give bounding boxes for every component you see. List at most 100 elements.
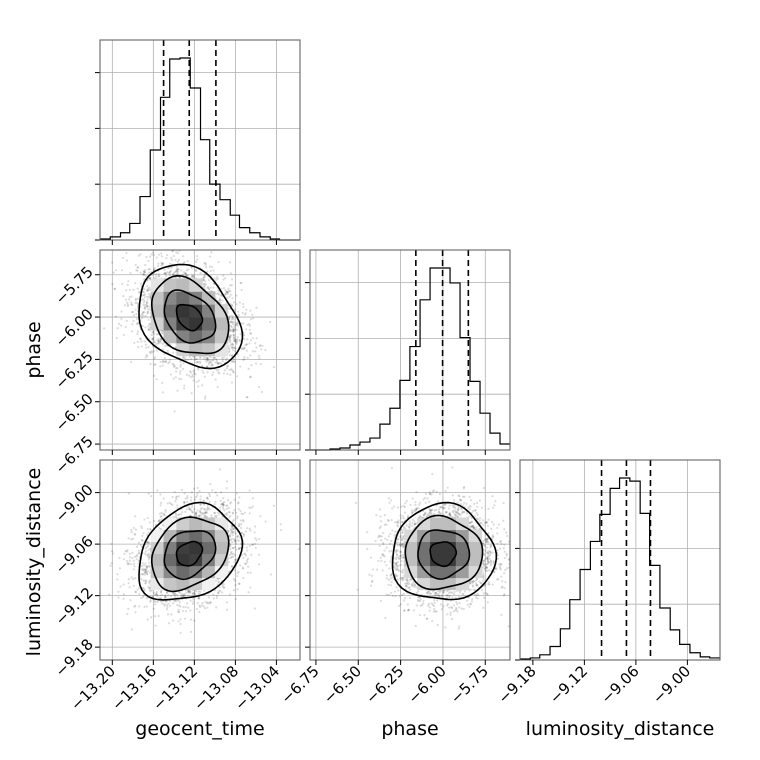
sample-point bbox=[189, 507, 192, 510]
sample-point bbox=[223, 509, 226, 512]
sample-point bbox=[139, 337, 142, 340]
sample-point bbox=[179, 370, 182, 373]
sample-point bbox=[206, 286, 210, 289]
sample-point bbox=[141, 562, 144, 565]
sample-point bbox=[230, 354, 234, 357]
sample-point bbox=[218, 586, 221, 589]
sample-point bbox=[147, 268, 150, 271]
sample-point bbox=[117, 590, 120, 593]
sample-point bbox=[164, 600, 167, 603]
sample-point bbox=[194, 355, 197, 358]
sample-point bbox=[206, 606, 209, 609]
sample-point bbox=[228, 261, 232, 264]
sample-point bbox=[209, 361, 212, 364]
sample-point bbox=[160, 261, 163, 264]
sample-point bbox=[239, 365, 242, 368]
sample-point bbox=[215, 278, 218, 282]
sample-point bbox=[240, 531, 244, 535]
sample-point bbox=[242, 567, 245, 570]
sample-point bbox=[141, 273, 145, 276]
sample-point bbox=[224, 277, 227, 280]
sample-point bbox=[142, 303, 145, 306]
sample-point bbox=[228, 335, 231, 338]
sample-point bbox=[231, 565, 234, 568]
sample-point bbox=[215, 606, 218, 609]
sample-point bbox=[145, 295, 149, 298]
sample-point bbox=[164, 344, 167, 348]
sample-point bbox=[199, 605, 202, 609]
sample-point bbox=[162, 361, 165, 364]
sample-point bbox=[228, 338, 231, 341]
sample-point bbox=[159, 337, 162, 341]
sample-point bbox=[144, 343, 147, 346]
sample-point bbox=[151, 337, 154, 340]
sample-point bbox=[227, 510, 231, 514]
sample-point bbox=[148, 271, 151, 274]
sample-point bbox=[148, 581, 151, 584]
sample-point bbox=[143, 518, 146, 521]
sample-point bbox=[132, 568, 135, 571]
sample-point bbox=[231, 315, 235, 319]
sample-point bbox=[232, 328, 235, 331]
sample-point bbox=[148, 571, 152, 574]
sample-point bbox=[231, 343, 235, 346]
sample-point bbox=[236, 535, 239, 538]
sample-point bbox=[249, 318, 253, 321]
sample-point bbox=[235, 341, 238, 344]
sample-point bbox=[130, 528, 133, 532]
sample-point bbox=[205, 511, 209, 514]
sample-point bbox=[158, 518, 162, 521]
sample-point bbox=[208, 500, 211, 503]
sample-point bbox=[217, 362, 220, 365]
sample-point bbox=[194, 593, 197, 596]
sample-point bbox=[195, 590, 198, 593]
sample-point bbox=[144, 314, 147, 318]
sample-point bbox=[258, 344, 261, 348]
sample-point bbox=[249, 376, 252, 379]
sample-point bbox=[239, 332, 242, 336]
sample-point bbox=[141, 294, 144, 297]
sample-point bbox=[176, 389, 179, 392]
sample-point bbox=[145, 567, 148, 570]
sample-point bbox=[165, 604, 169, 607]
sample-point bbox=[220, 362, 223, 365]
sample-point bbox=[230, 317, 234, 321]
sample-point bbox=[173, 490, 176, 494]
sample-point bbox=[187, 268, 190, 271]
sample-point bbox=[142, 532, 145, 535]
sample-point bbox=[233, 327, 236, 330]
sample-point bbox=[226, 291, 230, 294]
sample-point bbox=[232, 330, 235, 333]
sample-point bbox=[166, 271, 169, 274]
sample-point bbox=[220, 502, 223, 505]
sample-point bbox=[197, 597, 200, 600]
sample-point bbox=[192, 591, 196, 594]
sample-point bbox=[149, 600, 152, 603]
sample-point bbox=[235, 323, 238, 327]
panel-frame bbox=[99, 249, 301, 451]
sample-point bbox=[231, 343, 234, 346]
sample-point bbox=[155, 343, 158, 346]
sample-point bbox=[236, 336, 239, 339]
sample-point bbox=[236, 538, 239, 541]
sample-point bbox=[235, 342, 238, 345]
sample-point bbox=[146, 573, 149, 576]
sample-point bbox=[140, 526, 143, 530]
sample-point bbox=[130, 538, 133, 541]
sample-point bbox=[206, 358, 209, 361]
sample-point bbox=[233, 561, 236, 564]
sample-point bbox=[248, 544, 251, 548]
sample-point bbox=[146, 565, 149, 568]
sample-point bbox=[177, 610, 180, 613]
sample-point bbox=[211, 363, 214, 366]
sample-point bbox=[240, 322, 243, 325]
sample-point bbox=[169, 269, 173, 272]
sample-point bbox=[133, 341, 136, 345]
sample-point bbox=[132, 584, 135, 587]
sample-point bbox=[126, 563, 130, 566]
sample-point bbox=[146, 310, 149, 313]
sample-point bbox=[212, 371, 215, 374]
sample-point bbox=[227, 557, 230, 560]
sample-point bbox=[215, 276, 218, 279]
sample-point bbox=[185, 591, 188, 594]
